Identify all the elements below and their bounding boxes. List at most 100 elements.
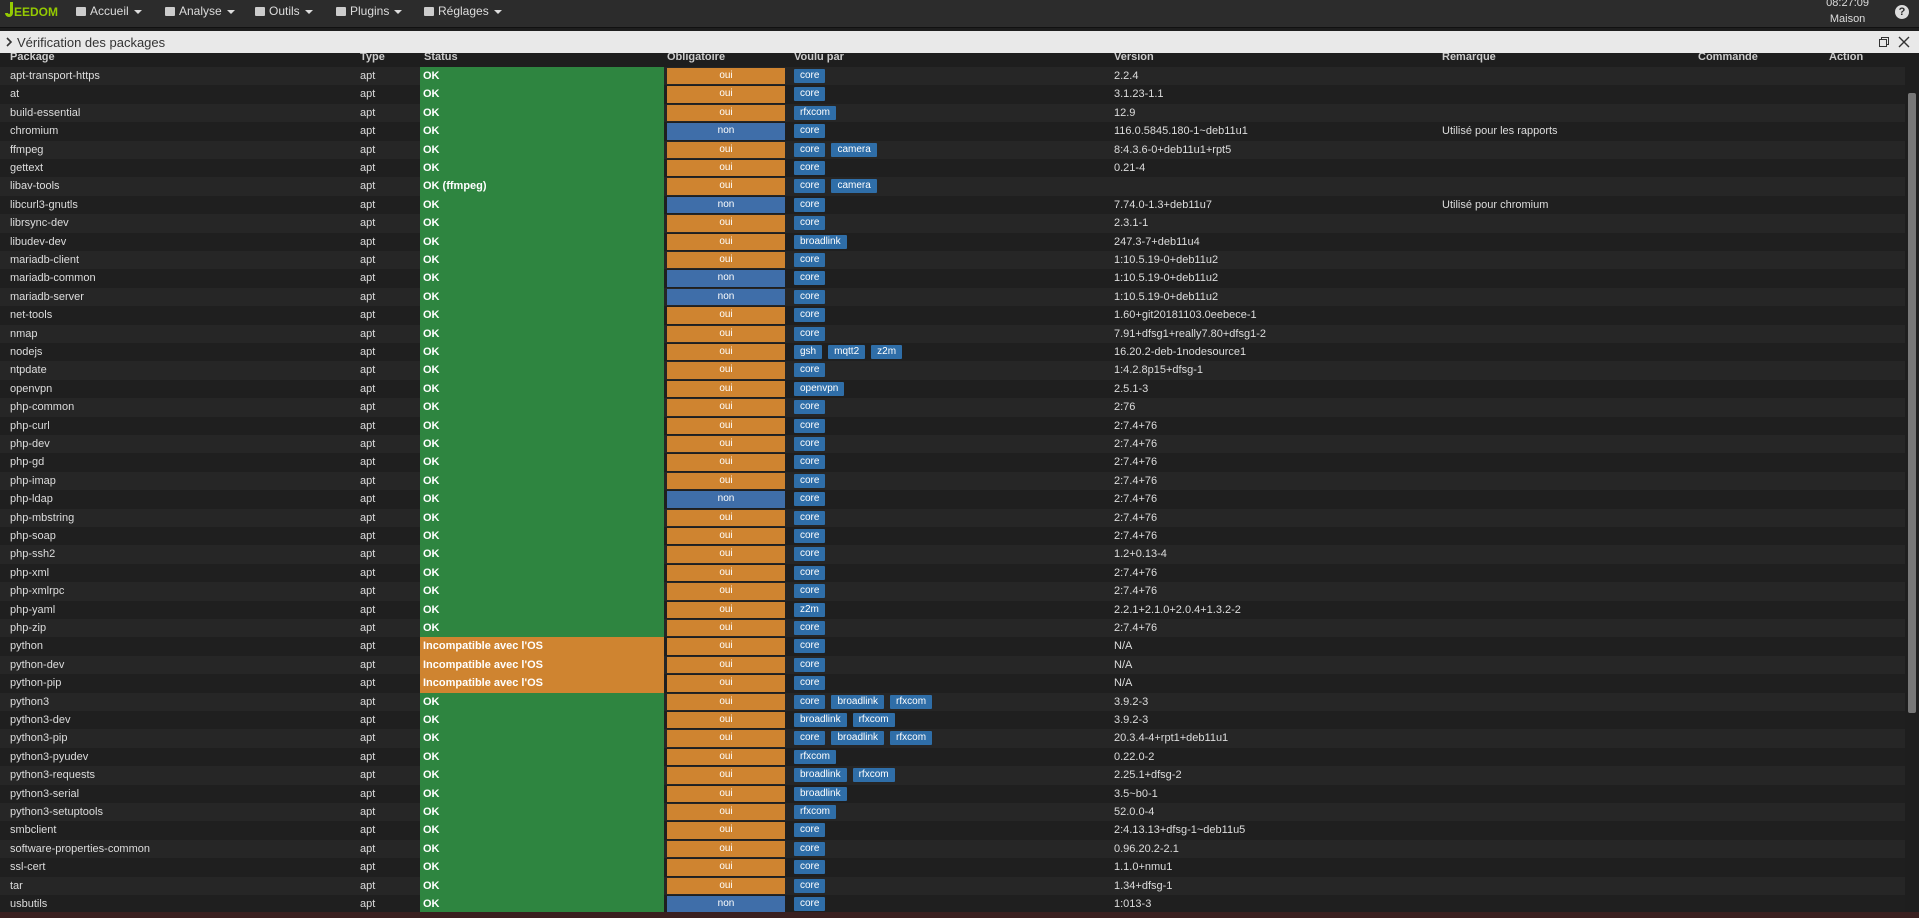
plugin-badge[interactable]: core [794, 731, 826, 746]
package-name: tar [10, 879, 23, 892]
plugin-badge[interactable]: core [794, 676, 826, 691]
status: Incompatible avec l'OS [420, 637, 664, 656]
package-type: apt [360, 898, 376, 910]
plugin-badge[interactable]: core [794, 179, 826, 194]
version: 1:10.5.19-0+deb11u2 [1114, 272, 1219, 285]
plugin-badge[interactable]: gsh [794, 345, 823, 360]
plugin-badge[interactable]: core [794, 639, 826, 654]
plugin-badge[interactable]: core [794, 860, 826, 875]
plugin-badge[interactable]: rfxcom [794, 749, 836, 764]
plugin-badge[interactable]: core [794, 69, 826, 84]
menu-item[interactable]: Accueil [76, 4, 142, 18]
package-type: apt [360, 456, 376, 469]
plugin-badge[interactable]: core [794, 253, 826, 268]
plugin-badge[interactable]: core [794, 271, 826, 286]
package-name: chromium [10, 125, 59, 138]
restore-button[interactable] [1878, 36, 1890, 48]
plugin-badge[interactable]: core [794, 363, 826, 378]
plugin-badge[interactable]: rfxcom [890, 694, 933, 709]
menu-item[interactable]: Analyse [165, 4, 235, 18]
menu-item[interactable]: Réglages [424, 4, 502, 18]
plugin-badge[interactable]: core [794, 197, 826, 212]
menu-item[interactable]: Outils [255, 4, 313, 18]
required: oui [667, 380, 785, 398]
plugin-badge[interactable]: core [794, 418, 826, 433]
plugin-badge[interactable]: core [794, 400, 826, 415]
plugin-badge[interactable]: core [794, 529, 826, 544]
plugin-badge[interactable]: core [794, 161, 826, 176]
plugin-badge[interactable]: core [794, 437, 826, 452]
column-header: Voulu par [794, 51, 844, 63]
plugin-badge[interactable]: broadlink [794, 234, 847, 249]
brand[interactable]: EEDOM [14, 5, 59, 19]
plugin-badge[interactable]: core [794, 216, 826, 231]
status: OK [420, 747, 664, 767]
status: OK [420, 398, 664, 417]
plugin-badge[interactable]: core [794, 142, 826, 157]
column-header: Remarque [1442, 51, 1496, 63]
close-button[interactable] [1898, 36, 1910, 48]
plugin-badge[interactable]: camera [831, 179, 877, 194]
plugin-badge[interactable]: core [794, 584, 826, 599]
package-name: libcurl3-gnutls [10, 198, 78, 211]
scrollbar[interactable] [1908, 93, 1916, 713]
package-row: ntpdate apt OK oui core 1:4.2.8p15+dfsg-1 [0, 361, 1905, 380]
plugin-badge[interactable]: core [794, 326, 826, 341]
plugin-badge[interactable]: z2m [871, 345, 903, 360]
plugin-badge[interactable]: core [794, 510, 826, 525]
required: oui [667, 840, 785, 858]
plugin-badge[interactable]: core [794, 473, 826, 488]
plugin-badge[interactable]: rfxcom [852, 768, 895, 783]
version: 0.22.0-2 [1114, 750, 1155, 763]
plugin-badge[interactable]: core [794, 694, 826, 709]
package-row: ssl-cert apt OK oui core 1.1.0+nmu1 [0, 858, 1905, 877]
status: Incompatible avec l'OS [420, 674, 664, 693]
plugin-badge[interactable]: core [794, 124, 826, 139]
wanted-by: core [794, 122, 831, 140]
plugin-badge[interactable]: broadlink [794, 713, 847, 728]
plugin-badge[interactable]: rfxcom [852, 713, 895, 728]
wanted-by: core [794, 288, 831, 306]
plugin-badge[interactable]: core [794, 455, 826, 470]
plugin-badge[interactable]: broadlink [794, 768, 847, 783]
plugin-badge[interactable]: openvpn [794, 381, 845, 396]
plugin-badge[interactable]: core [794, 823, 826, 838]
plugin-badge[interactable]: z2m [794, 602, 825, 617]
column-header: Commande [1698, 51, 1758, 63]
package-name: php-ldap [10, 493, 53, 506]
plugin-badge[interactable]: camera [831, 142, 877, 157]
plugin-badge[interactable]: core [794, 841, 826, 856]
plugin-badge[interactable]: core [794, 621, 826, 636]
package-row: php-yaml apt OK oui z2m 2.2.1+2.1.0+2.0.4+1.3… [0, 600, 1905, 619]
plugin-badge[interactable]: broadlink [831, 694, 885, 709]
version: 1:10.5.19-0+deb11u2 [1114, 254, 1219, 266]
status: OK [420, 251, 664, 270]
plugin-badge[interactable]: broadlink [794, 786, 847, 801]
plugin-badge[interactable]: core [794, 565, 826, 580]
plugin-badge[interactable]: rfxcom [794, 105, 836, 120]
version: 2:7.4+76 [1114, 530, 1158, 542]
package-row: apt-transport-https apt OK oui core 2.2.4 [0, 67, 1905, 86]
plugin-badge[interactable]: core [794, 492, 826, 507]
plugin-badge[interactable]: core [794, 878, 826, 893]
plugin-badge[interactable]: rfxcom [794, 805, 836, 820]
plugin-badge[interactable]: core [794, 897, 826, 912]
plugin-badge[interactable]: core [794, 547, 826, 562]
package-row: python-pip apt Incompatible avec l'OS oui co… [0, 674, 1905, 693]
plugin-badge[interactable]: core [794, 289, 826, 304]
plugin-badge[interactable]: broadlink [831, 731, 885, 746]
status: OK [420, 471, 664, 491]
status: OK [420, 269, 664, 288]
required: oui [667, 86, 785, 103]
help-button[interactable]: ? [1895, 5, 1909, 19]
wanted-by: core [794, 214, 831, 232]
wanted-by: core [794, 858, 831, 876]
plugin-badge[interactable]: core [794, 87, 826, 102]
plugin-badge[interactable]: mqtt2 [828, 345, 866, 360]
menu-item[interactable]: Plugins [336, 4, 402, 18]
package-type: apt [360, 125, 376, 138]
plugin-badge[interactable]: core [794, 657, 826, 672]
plugin-badge[interactable]: core [794, 308, 826, 323]
plugin-badge[interactable]: rfxcom [890, 731, 933, 746]
package-row: usbutils apt OK non core 1:013-3 [0, 895, 1905, 914]
